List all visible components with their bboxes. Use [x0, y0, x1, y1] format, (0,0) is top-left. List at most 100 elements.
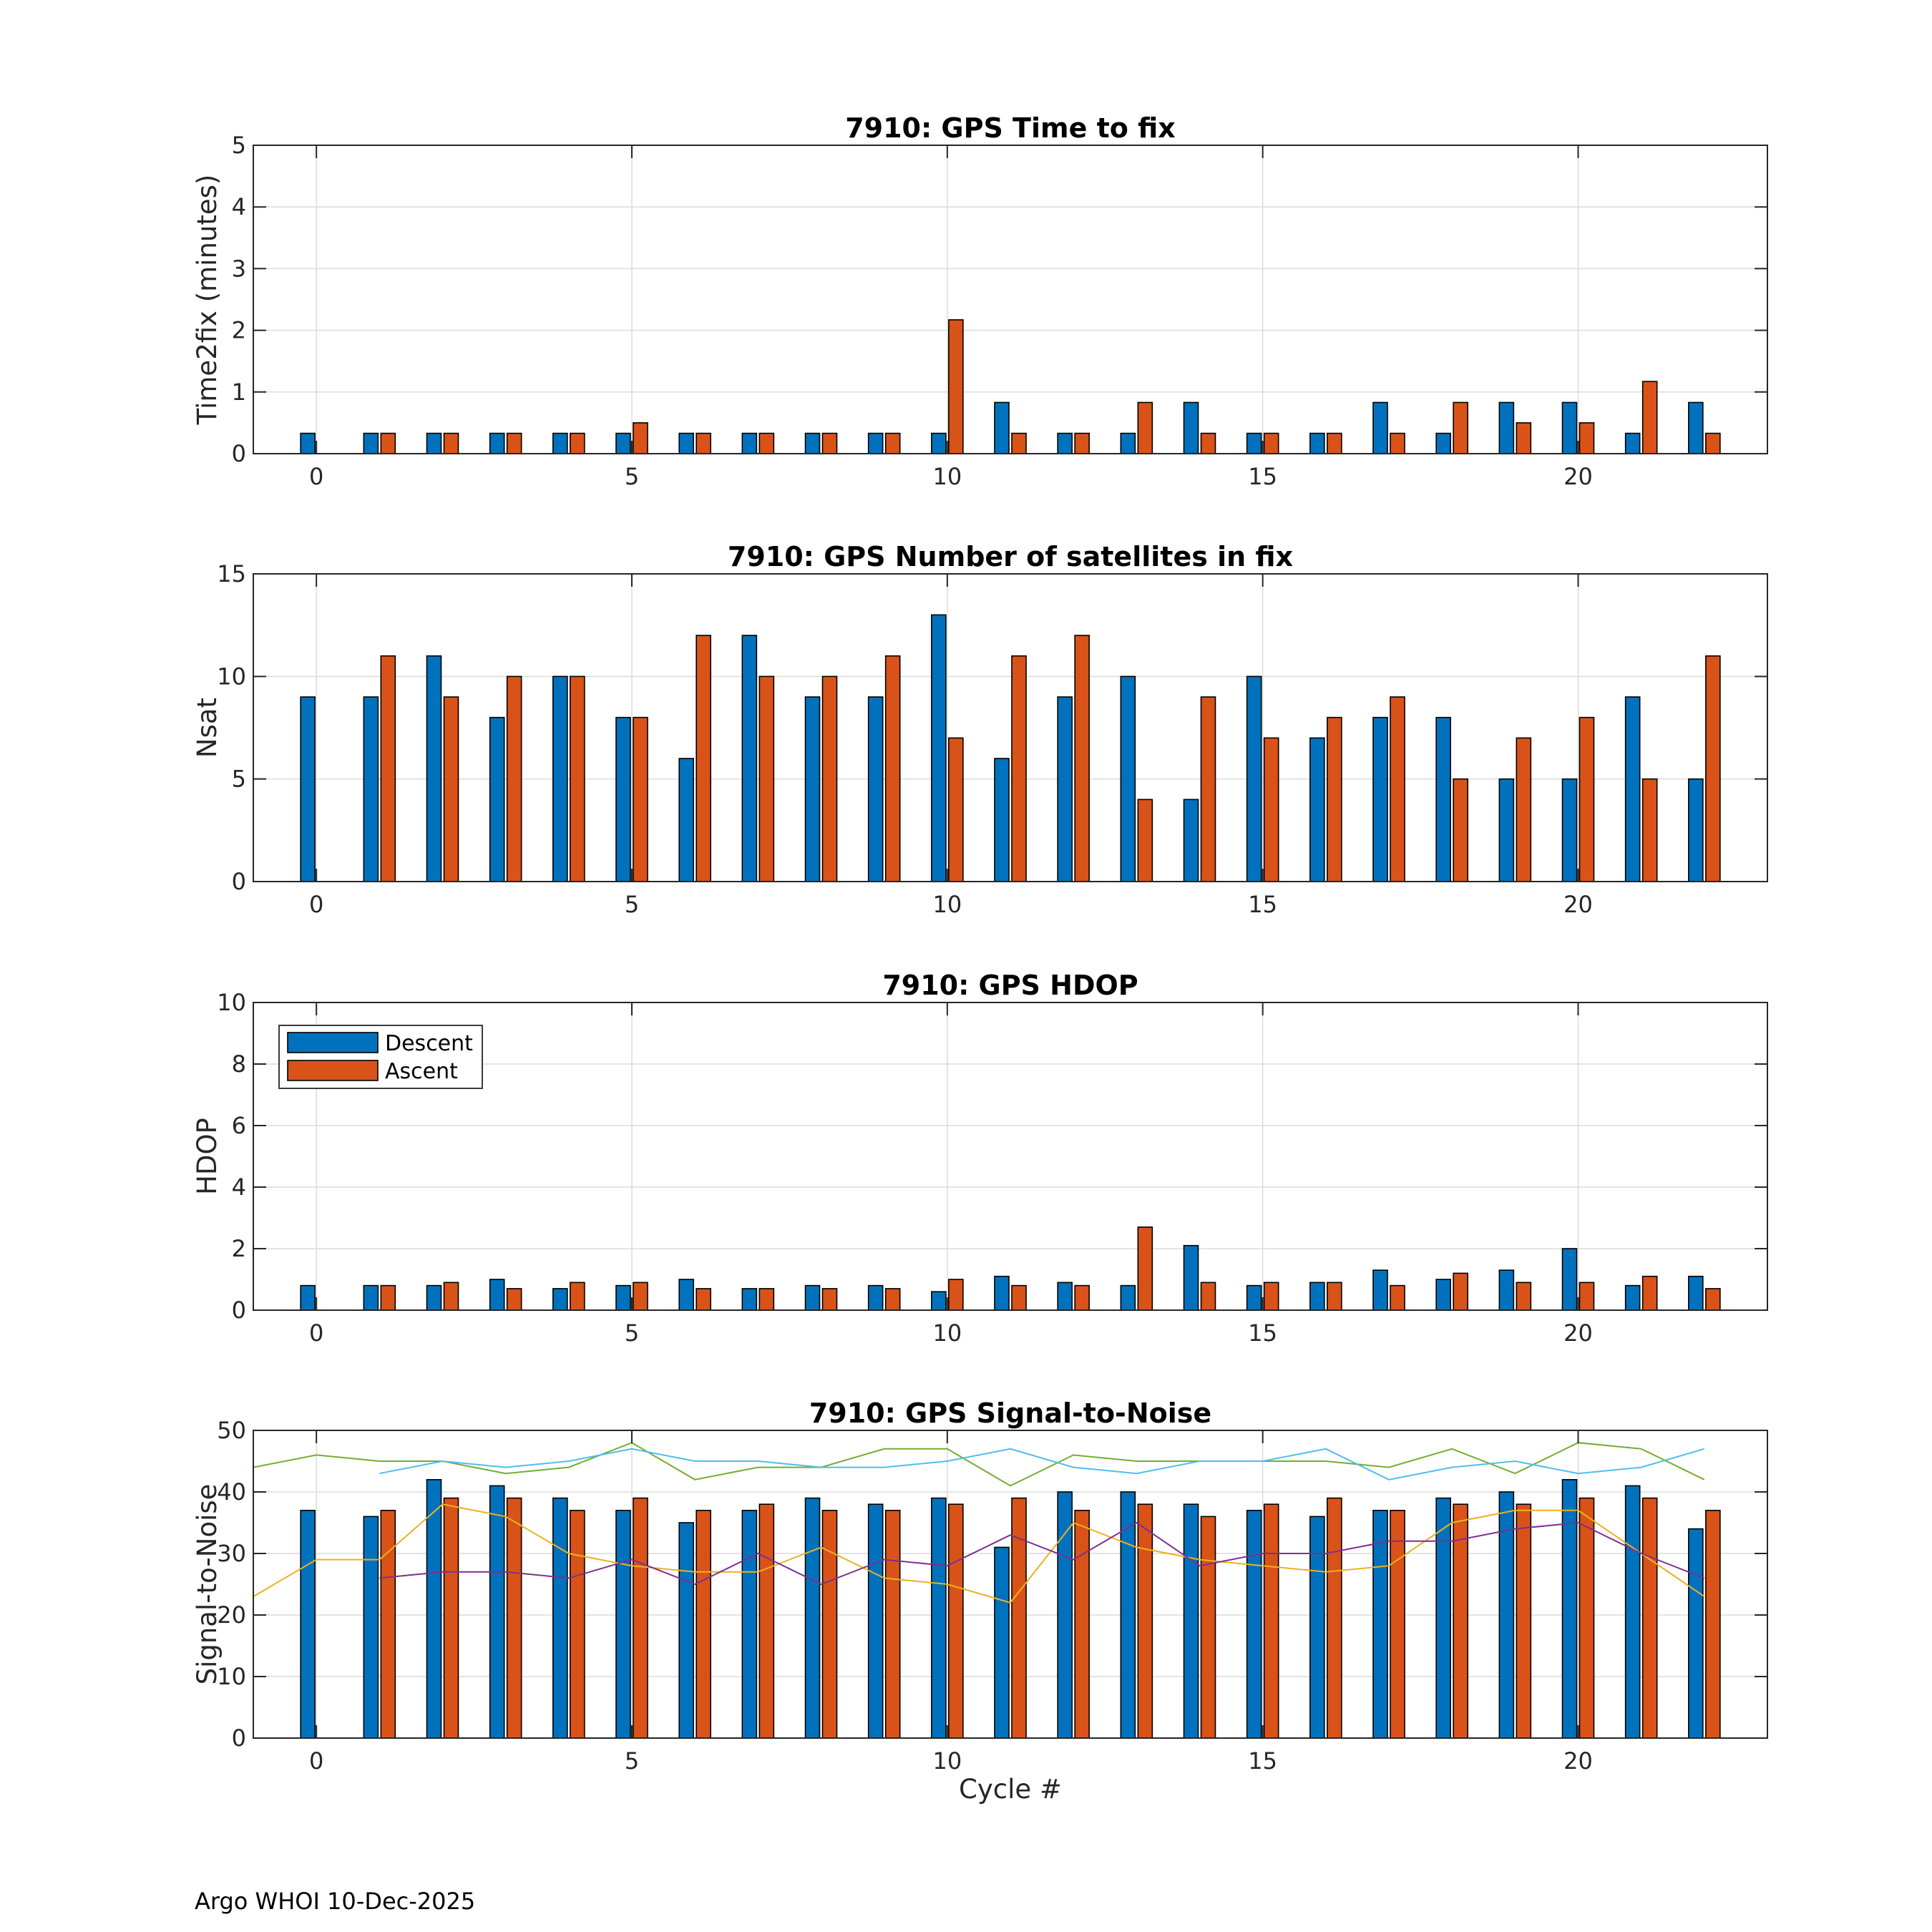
- footer-credit: Argo WHOI 10-Dec-2025: [195, 1888, 475, 1915]
- x-tick-label: 0: [309, 1319, 323, 1347]
- descent-bar: [1561, 778, 1578, 882]
- x-tick-label: 10: [932, 1747, 962, 1775]
- y-tick-label: 0: [232, 1724, 246, 1752]
- x-tick-label: 0: [309, 1747, 323, 1775]
- y-tick-label: 50: [217, 1417, 246, 1444]
- ascent-bar: [1137, 799, 1153, 882]
- ascent-bar: [1074, 635, 1090, 882]
- x-tick-label: 15: [1248, 1319, 1277, 1347]
- descent-bar: [300, 1510, 316, 1739]
- chart-title: 7910: GPS Time to fix: [845, 112, 1176, 144]
- ascent-bar: [1579, 422, 1595, 454]
- descent-bar: [1372, 1510, 1388, 1739]
- legend-entry: Ascent: [385, 1059, 458, 1084]
- y-tick-label: 6: [232, 1112, 246, 1139]
- descent-bar: [678, 1279, 694, 1311]
- x-tick-label: 5: [625, 463, 639, 490]
- descent-bar: [1372, 716, 1388, 882]
- y-tick-label: 10: [217, 1663, 246, 1690]
- descent-bar: [804, 696, 821, 882]
- ascent-bar: [1327, 432, 1342, 454]
- descent-bar: [363, 1284, 379, 1311]
- descent-bar: [867, 696, 884, 882]
- ascent-bar: [443, 1282, 459, 1311]
- axes-box: [253, 1002, 1768, 1311]
- ascent-bar: [758, 1288, 775, 1311]
- descent-bar: [1498, 778, 1515, 882]
- descent-bar: [1435, 432, 1451, 454]
- descent-bar: [1624, 432, 1641, 454]
- ascent-bar: [506, 1288, 522, 1311]
- descent-bar: [1435, 716, 1451, 882]
- ascent-bar: [443, 696, 459, 882]
- descent-bar: [994, 401, 1010, 454]
- descent-bar: [1435, 1497, 1451, 1739]
- ascent-bar: [758, 675, 775, 882]
- ascent-bar: [1516, 1282, 1532, 1311]
- descent-bar: [426, 655, 442, 882]
- ascent-bar: [948, 1503, 964, 1739]
- ascent-bar: [1011, 655, 1027, 882]
- descent-bar: [1561, 1479, 1578, 1739]
- ascent-bar: [758, 432, 775, 454]
- descent-bar: [1246, 1510, 1262, 1739]
- ascent-bar: [380, 432, 396, 454]
- descent-bar: [867, 432, 884, 454]
- ascent-bar: [1641, 1275, 1658, 1311]
- descent-bar: [1688, 1528, 1704, 1739]
- descent-bar: [931, 1291, 947, 1311]
- descent-bar: [1435, 1279, 1451, 1311]
- ascent-bar: [1641, 778, 1658, 882]
- chart-title: 7910: GPS Number of satellites in fix: [728, 541, 1293, 572]
- y-tick-label: 0: [232, 440, 246, 467]
- legend: Descent Ascent: [278, 1025, 483, 1089]
- descent-legend-swatch: [287, 1032, 379, 1053]
- descent-bar: [1309, 1516, 1325, 1739]
- descent-bar: [426, 432, 442, 454]
- x-axis-label: Cycle #: [959, 1774, 1062, 1805]
- ascent-bar: [1263, 432, 1279, 454]
- y-axis-label: Signal-to-Noise: [192, 1484, 223, 1685]
- descent-bar: [300, 432, 316, 454]
- ascent-bar: [1263, 1282, 1279, 1311]
- y-tick-label: 4: [232, 193, 246, 220]
- descent-bar: [678, 1522, 694, 1739]
- descent-bar: [552, 675, 568, 882]
- y-tick-label: 0: [232, 1297, 246, 1324]
- x-tick-label: 10: [932, 463, 962, 490]
- ascent-bar: [1579, 716, 1595, 882]
- descent-bar: [1120, 1491, 1136, 1739]
- ascent-bar: [1327, 716, 1342, 882]
- descent-bar: [552, 432, 568, 454]
- chart-title: 7910: GPS HDOP: [882, 970, 1138, 1001]
- descent-bar: [552, 1288, 568, 1311]
- descent-bar: [931, 1497, 947, 1739]
- descent-bar: [678, 432, 694, 454]
- descent-bar: [489, 1279, 505, 1311]
- ascent-bar: [1327, 1282, 1342, 1311]
- ascent-bar: [380, 1284, 396, 1311]
- descent-bar: [363, 1516, 379, 1739]
- plot-area: [253, 574, 1767, 882]
- panel-3: 0 5 10 15 20 0 2 4 6 8 10 7910: GPS HDOP HDOP Descent…: [192, 970, 1768, 1347]
- descent-bar: [678, 758, 694, 882]
- ascent-bar: [443, 1497, 459, 1739]
- snr-line-3: [253, 1503, 1705, 1604]
- ascent-bar: [1453, 778, 1468, 882]
- ascent-bar: [1516, 737, 1532, 882]
- descent-bar: [1057, 1282, 1073, 1311]
- descent-bar: [1561, 401, 1578, 454]
- descent-bar: [1120, 432, 1136, 454]
- y-tick-label: 4: [232, 1174, 246, 1201]
- ascent-bar: [506, 1497, 522, 1739]
- ascent-bar: [948, 319, 964, 454]
- snr-line-4: [379, 1521, 1705, 1586]
- ascent-bar: [570, 675, 585, 882]
- axes-box: [253, 573, 1768, 882]
- ascent-bar: [1516, 422, 1532, 454]
- descent-bar: [1372, 401, 1388, 454]
- ascent-bar: [1579, 1282, 1595, 1311]
- y-tick-label: 5: [232, 132, 246, 159]
- descent-bar: [1561, 1248, 1578, 1311]
